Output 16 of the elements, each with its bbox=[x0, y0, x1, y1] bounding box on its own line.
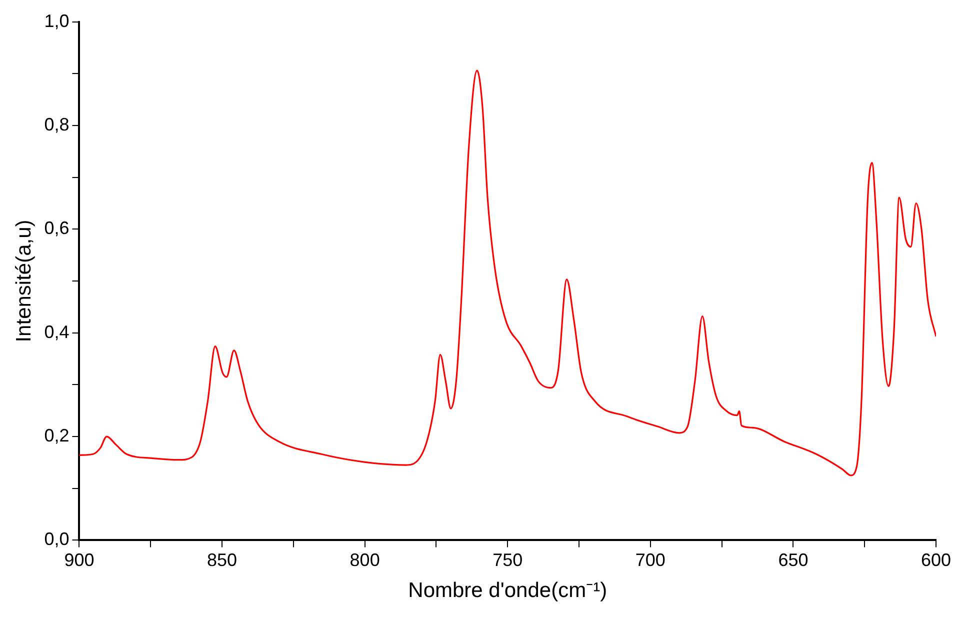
x-axis-title: Nombre d'onde(cm⁻¹) bbox=[408, 579, 608, 602]
x-tick-label: 800 bbox=[350, 550, 380, 570]
x-tick-label: 750 bbox=[492, 550, 523, 570]
line-series bbox=[79, 70, 936, 476]
y-tick-label: 1,0 bbox=[44, 10, 70, 31]
x-tick-label: 900 bbox=[64, 550, 94, 570]
y-tick-label: 0,4 bbox=[44, 322, 70, 342]
y-tick-label: 0,2 bbox=[44, 425, 70, 446]
y-tick-label: 0,6 bbox=[44, 218, 70, 238]
x-tick-label: 600 bbox=[920, 550, 952, 570]
x-tick-label: 850 bbox=[206, 550, 238, 570]
y-axis-title: Intensité(a,u) bbox=[12, 220, 36, 342]
y-tick-label: 0,0 bbox=[44, 529, 70, 550]
x-tick-label: 700 bbox=[635, 550, 666, 570]
x-tick-label: 650 bbox=[778, 550, 808, 570]
y-tick-label: 0,8 bbox=[44, 114, 70, 134]
